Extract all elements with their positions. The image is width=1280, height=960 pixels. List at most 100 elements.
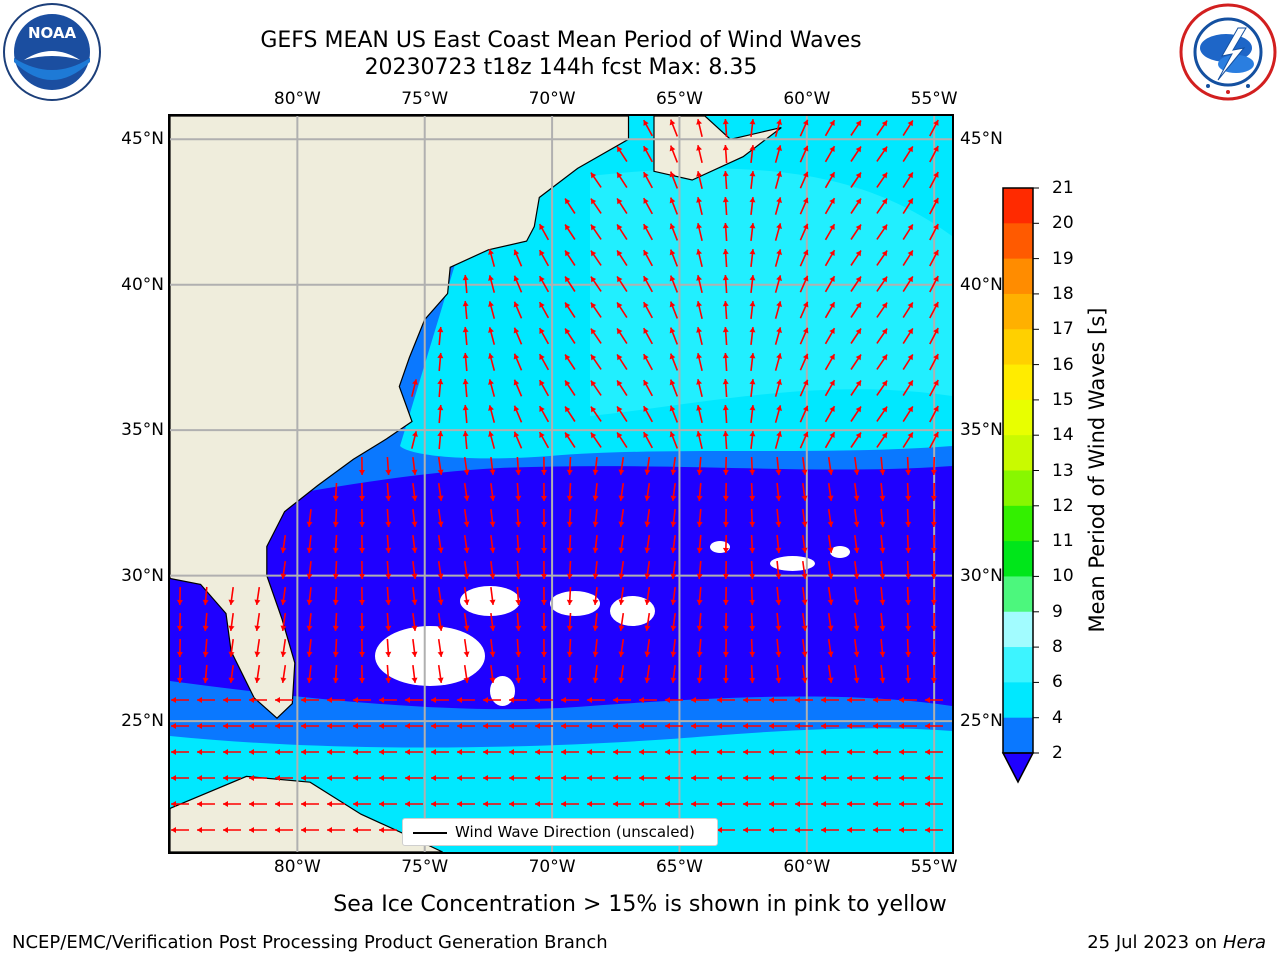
direction-arrow-head	[327, 801, 332, 807]
direction-arrow-head	[379, 697, 384, 703]
direction-arrow-head	[280, 547, 287, 553]
direction-arrow-head	[749, 327, 756, 333]
direction-arrow-head	[749, 521, 756, 527]
direction-arrow-head	[933, 380, 939, 386]
direction-arrow-head	[933, 354, 939, 360]
direction-arrow-head	[541, 600, 547, 605]
direction-arrow-head	[743, 775, 748, 781]
direction-arrow-head	[541, 626, 547, 631]
direction-arrow-head	[306, 651, 313, 657]
direction-arrow-head	[775, 469, 782, 475]
direction-arrow-head	[566, 625, 573, 631]
legend-line	[413, 832, 447, 834]
direction-arrow-head	[829, 146, 835, 152]
direction-arrow-head	[643, 276, 649, 282]
direction-arrow-head	[881, 406, 888, 413]
direction-arrow-head	[301, 827, 306, 833]
direction-arrow-head	[801, 651, 808, 657]
direction-arrow-head	[565, 328, 571, 335]
lon-label-top: 75°W	[401, 89, 449, 109]
direction-arrow-head	[618, 651, 625, 657]
direction-arrow-head	[197, 827, 202, 833]
direction-arrow-head	[483, 723, 488, 729]
direction-arrow-head	[353, 749, 358, 755]
direction-arrow-head	[855, 146, 861, 153]
direction-arrow-head	[385, 651, 392, 657]
lon-label-bottom: 75°W	[401, 857, 449, 877]
direction-arrow-head	[821, 801, 826, 807]
national-weather-service-logo	[1179, 3, 1277, 101]
direction-arrow-head	[462, 431, 469, 437]
direction-arrow-head	[670, 547, 677, 553]
direction-arrow-head	[249, 749, 254, 755]
direction-arrow-head	[827, 677, 834, 683]
direction-arrow-head	[722, 599, 729, 605]
direction-arrow-head	[879, 625, 886, 631]
direction-arrow-head	[905, 599, 912, 605]
direction-arrow-head	[197, 801, 202, 807]
direction-arrow-head	[749, 573, 756, 579]
colorbar-segment	[1003, 329, 1033, 366]
direction-arrow-head	[643, 302, 649, 308]
direction-arrow-head	[535, 775, 540, 781]
direction-arrow-head	[561, 801, 566, 807]
direction-arrow-head	[566, 495, 573, 501]
direction-arrow-head	[280, 677, 287, 683]
direction-arrow-head	[717, 749, 722, 755]
direction-arrow-head	[665, 697, 670, 703]
direction-arrow-head	[722, 469, 729, 475]
direction-arrow-head	[489, 547, 496, 553]
direction-arrow-head	[847, 775, 852, 781]
direction-arrow-head	[899, 775, 904, 781]
colorbar-tick-label: 16	[1052, 354, 1074, 375]
direction-arrow-head	[327, 723, 332, 729]
direction-arrow-head	[515, 677, 522, 683]
direction-arrow-head	[359, 652, 365, 657]
direction-arrow-head	[353, 775, 358, 781]
direction-arrow-head	[462, 379, 469, 385]
direction-arrow-head	[795, 827, 800, 833]
direction-arrow-head	[775, 495, 782, 501]
direction-arrow-head	[855, 120, 861, 127]
direction-arrow-head	[821, 723, 826, 729]
direction-arrow-head	[171, 775, 176, 781]
direction-arrow-head	[509, 801, 514, 807]
direction-arrow-head	[541, 652, 547, 657]
direction-arrow-head	[930, 547, 937, 553]
direction-arrow-head	[644, 599, 651, 605]
direction-arrow-head	[411, 469, 418, 475]
direction-arrow-head	[639, 723, 644, 729]
direction-arrow-head	[566, 573, 573, 579]
direction-arrow-head	[802, 431, 809, 438]
direction-arrow-head	[613, 723, 618, 729]
direction-arrow-head	[463, 625, 470, 631]
direction-arrow-head	[437, 431, 444, 437]
direction-arrow-head	[228, 677, 235, 683]
direction-arrow-head	[776, 119, 782, 125]
direction-arrow-head	[696, 275, 702, 281]
direction-arrow-head	[881, 354, 888, 361]
direction-arrow-head	[176, 599, 183, 605]
colorbar-tick-label: 10	[1052, 566, 1074, 587]
direction-arrow-head	[776, 275, 782, 281]
direction-arrow-head	[592, 599, 599, 605]
direction-arrow-head	[696, 327, 702, 333]
direction-arrow-head	[722, 547, 729, 553]
direction-arrow-head	[275, 775, 280, 781]
direction-arrow-head	[776, 431, 782, 437]
direction-arrow-head	[566, 521, 573, 527]
direction-arrow-head	[925, 697, 930, 703]
direction-arrow-head	[827, 651, 834, 657]
direction-arrow-head	[639, 749, 644, 755]
direction-arrow-head	[509, 697, 514, 703]
direction-arrow-head	[696, 677, 703, 683]
direction-arrow-head	[617, 250, 623, 257]
direction-arrow-head	[488, 405, 494, 411]
lon-label-top: 60°W	[783, 89, 831, 109]
direction-arrow-head	[829, 224, 835, 230]
lon-label-bottom: 80°W	[273, 857, 321, 877]
direction-arrow-head	[829, 250, 835, 256]
direction-arrow-head	[801, 599, 808, 605]
direction-arrow-head	[535, 697, 540, 703]
direction-arrow-head	[881, 302, 888, 309]
